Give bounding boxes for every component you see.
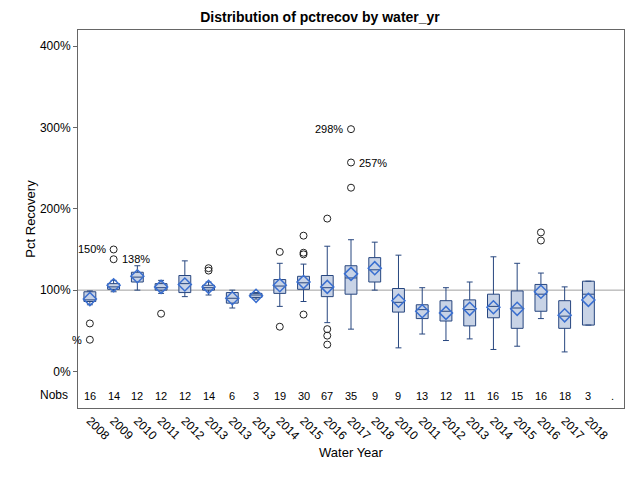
svg-text:13: 13 (416, 390, 428, 402)
svg-text:6: 6 (229, 390, 235, 402)
svg-text:2011: 2011 (416, 414, 444, 442)
svg-text:2014: 2014 (487, 414, 516, 443)
svg-text:200%: 200% (40, 202, 71, 216)
svg-text:2015: 2015 (297, 414, 326, 443)
svg-text:2017: 2017 (558, 414, 587, 443)
svg-text:Nobs: Nobs (40, 388, 68, 402)
svg-text:2008: 2008 (84, 414, 113, 443)
svg-text:257%: 257% (359, 157, 387, 169)
svg-text:150%: 150% (78, 243, 106, 255)
svg-text:2018: 2018 (368, 414, 397, 443)
svg-text:2012: 2012 (440, 414, 469, 443)
svg-text:Pct Recovery: Pct Recovery (23, 180, 38, 258)
svg-text:2011: 2011 (155, 414, 183, 442)
svg-text:2013: 2013 (463, 414, 492, 443)
svg-text:2010: 2010 (392, 414, 421, 443)
svg-text:298%: 298% (315, 123, 343, 135)
svg-text:12: 12 (179, 390, 191, 402)
svg-text:2013: 2013 (202, 414, 231, 443)
svg-text:400%: 400% (40, 39, 71, 53)
svg-text:12: 12 (155, 390, 167, 402)
svg-text:100%: 100% (40, 283, 71, 297)
svg-text:.: . (611, 390, 614, 402)
svg-text:12: 12 (131, 390, 143, 402)
svg-text:Water Year: Water Year (319, 445, 384, 460)
svg-text:2017: 2017 (345, 414, 374, 443)
svg-text:2016: 2016 (321, 414, 350, 443)
svg-text:2016: 2016 (535, 414, 564, 443)
svg-text:300%: 300% (40, 121, 71, 135)
svg-text:15: 15 (511, 390, 523, 402)
svg-text:11: 11 (464, 390, 475, 402)
svg-text:2013: 2013 (250, 414, 279, 443)
svg-text:3: 3 (253, 390, 259, 402)
svg-text:2013: 2013 (226, 414, 255, 443)
svg-text:2010: 2010 (131, 414, 160, 443)
svg-text:14: 14 (203, 390, 215, 402)
svg-text:19: 19 (274, 390, 286, 402)
svg-text:67: 67 (321, 390, 333, 402)
svg-text:2015: 2015 (511, 414, 540, 443)
svg-text:2012: 2012 (178, 414, 207, 443)
svg-text:35: 35 (345, 390, 357, 402)
svg-text:3: 3 (585, 390, 591, 402)
svg-text:9: 9 (395, 390, 401, 402)
svg-text:16: 16 (84, 390, 96, 402)
svg-text:18: 18 (559, 390, 571, 402)
svg-text:2018: 2018 (582, 414, 611, 443)
svg-text:12: 12 (440, 390, 452, 402)
svg-text:%: % (72, 334, 82, 346)
svg-text:2009: 2009 (107, 414, 136, 443)
svg-text:0%: 0% (53, 365, 71, 379)
svg-text:9: 9 (372, 390, 378, 402)
svg-text:16: 16 (535, 390, 547, 402)
svg-text:138%: 138% (122, 253, 150, 265)
svg-text:30: 30 (298, 390, 310, 402)
svg-text:2014: 2014 (273, 414, 302, 443)
svg-text:16: 16 (487, 390, 499, 402)
svg-text:Distribution of pctrecov by wa: Distribution of pctrecov by water_yr (200, 9, 440, 25)
svg-text:14: 14 (108, 390, 120, 402)
